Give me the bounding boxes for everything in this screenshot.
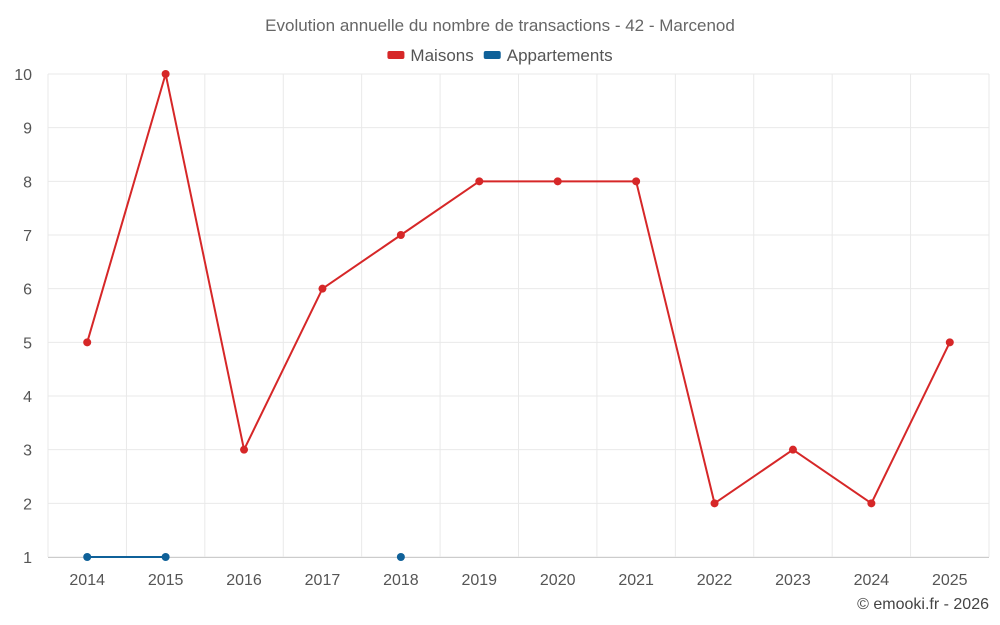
y-tick-label: 9 (23, 121, 32, 138)
legend-swatch (387, 51, 405, 59)
y-tick-label: 3 (23, 443, 32, 460)
x-tick-label: 2018 (383, 572, 419, 589)
data-point (553, 177, 562, 186)
y-tick-label: 6 (23, 282, 32, 299)
x-tick-label: 2023 (775, 572, 811, 589)
legend-swatch (483, 51, 501, 59)
legend: Maisons Appartements (387, 46, 613, 65)
data-point (161, 553, 170, 561)
x-tick-label: 2025 (932, 572, 968, 589)
data-point (240, 445, 249, 454)
x-tick-label: 2019 (461, 572, 497, 589)
x-tick-label: 2015 (148, 572, 184, 589)
y-tick-label: 4 (23, 389, 32, 406)
y-tick-label: 8 (23, 174, 32, 191)
data-point (83, 338, 92, 347)
data-point (475, 177, 484, 186)
data-point (710, 499, 719, 508)
y-tick-label: 2 (23, 496, 32, 513)
credit-text: © emooki.fr - 2026 (857, 596, 989, 613)
data-point (788, 445, 797, 454)
series-appartements (83, 553, 405, 561)
data-point (867, 499, 876, 508)
data-point (318, 284, 327, 293)
x-tick-label: 2022 (697, 572, 733, 589)
data-point (83, 553, 92, 561)
y-tick-label: 5 (23, 335, 32, 352)
y-tick-label: 7 (23, 228, 32, 245)
series-maisons (83, 70, 954, 508)
x-tick-label: 2016 (226, 572, 262, 589)
x-tick-label: 2021 (618, 572, 654, 589)
series-line (86, 73, 951, 505)
data-point (396, 231, 405, 239)
data-point (945, 338, 954, 347)
x-tick-label: 2014 (69, 572, 105, 589)
data-point (396, 553, 405, 561)
series-layer (83, 70, 954, 561)
axes: 1 2 3 4 5 6 7 8 9 10 2014 2015 2016 2017 2018 2019 2020 2… (14, 67, 989, 589)
data-point (161, 70, 170, 78)
data-point (632, 177, 641, 186)
y-tick-label: 10 (14, 67, 32, 84)
grid (47, 73, 990, 558)
x-tick-label: 2017 (305, 572, 341, 589)
chart-title: Evolution annuelle du nombre de transact… (265, 16, 735, 35)
x-tick-label: 2024 (854, 572, 890, 589)
legend-label: Maisons (410, 46, 473, 65)
x-tick-label: 2020 (540, 572, 576, 589)
legend-label: Appartements (507, 46, 613, 65)
y-tick-label: 1 (23, 550, 32, 567)
